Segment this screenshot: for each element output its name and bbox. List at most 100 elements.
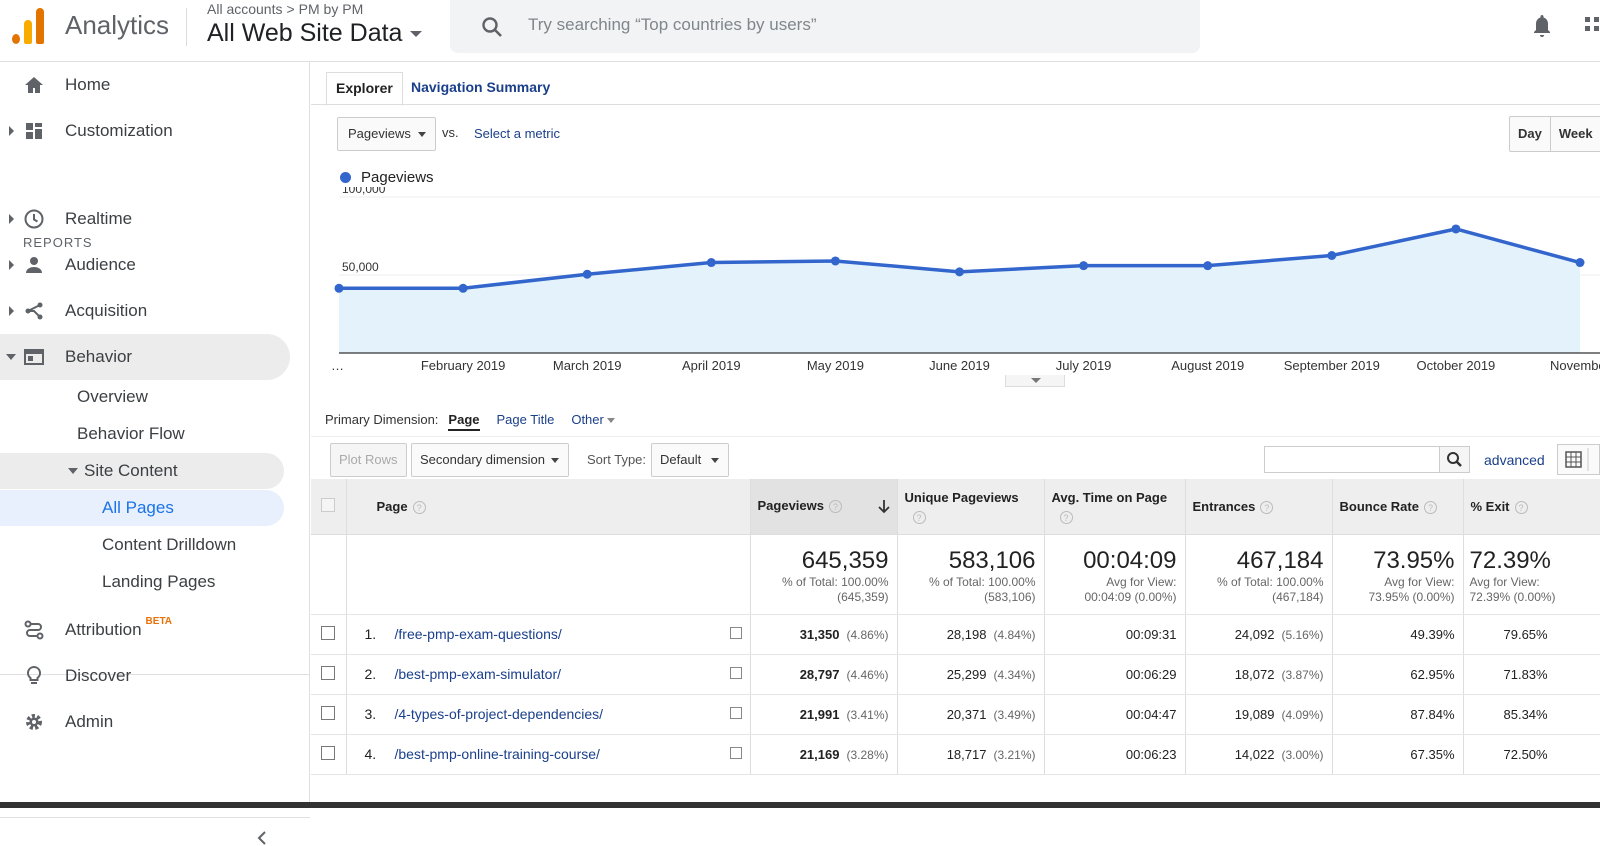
dimension-page-title[interactable]: Page Title <box>497 412 555 431</box>
table-row[interactable]: 4./best-pmp-online-training-course/21,16… <box>311 734 1600 774</box>
sidebar-item-audience[interactable]: Audience <box>0 242 290 288</box>
secondary-dimension-label: Secondary dimension <box>420 452 545 467</box>
help-icon[interactable]: ? <box>829 500 842 513</box>
row-checkbox[interactable] <box>321 626 335 640</box>
page-link[interactable]: /best-pmp-online-training-course/ <box>395 746 600 762</box>
analytics-logo[interactable] <box>12 8 46 44</box>
entrances-pct: (4.09%) <box>1281 708 1323 722</box>
row-checkbox[interactable] <box>321 666 335 680</box>
help-icon[interactable]: ? <box>913 511 926 524</box>
x-tick-label: August 2019 <box>1171 358 1244 373</box>
help-icon[interactable]: ? <box>1260 501 1273 514</box>
data-point[interactable] <box>335 284 344 293</box>
sort-descending-icon[interactable] <box>878 499 890 514</box>
sidebar-item-home[interactable]: Home <box>0 62 290 108</box>
dimension-other[interactable]: Other <box>571 412 615 431</box>
row-checkbox-cell <box>311 694 346 734</box>
chevron-left-icon[interactable] <box>255 830 269 846</box>
col-exit[interactable]: % Exit? <box>1463 479 1600 534</box>
breadcrumb-property[interactable]: PM by PM <box>299 1 364 17</box>
page-link[interactable]: /4-types-of-project-dependencies/ <box>395 706 604 722</box>
bounce-cell: 87.84% <box>1332 694 1463 734</box>
day-button[interactable]: Day <box>1510 117 1551 151</box>
total-sub: 00:04:09 (0.00%) <box>1053 590 1177 605</box>
sidebar-item-admin[interactable]: Admin <box>0 699 290 745</box>
data-point[interactable] <box>1576 258 1585 267</box>
select-all-checkbox[interactable] <box>321 498 335 512</box>
row-index: 4. <box>355 746 395 762</box>
apps-grid-icon[interactable] <box>1585 17 1600 35</box>
sidebar-item-behavior-flow[interactable]: Behavior Flow <box>77 416 185 452</box>
col-entrances[interactable]: Entrances? <box>1185 479 1332 534</box>
data-point[interactable] <box>1451 224 1460 233</box>
view-selector[interactable]: All Web Site Data <box>207 19 422 48</box>
col-page[interactable]: Page? <box>346 479 750 534</box>
dimension-page[interactable]: Page <box>448 412 479 431</box>
data-point[interactable] <box>459 284 468 293</box>
help-icon[interactable]: ? <box>1424 501 1437 514</box>
sidebar-item-all-pages[interactable]: All Pages <box>0 490 284 526</box>
entrances-cell: 24,092 (5.16%) <box>1185 614 1332 654</box>
exit-cell: 72.50% <box>1463 734 1600 774</box>
sidebar-item-landing-pages[interactable]: Landing Pages <box>102 564 215 600</box>
data-point[interactable] <box>1327 251 1336 260</box>
tab-explorer[interactable]: Explorer <box>326 72 403 106</box>
sidebar-item-overview[interactable]: Overview <box>77 379 148 415</box>
table-filter-input[interactable] <box>1264 446 1440 473</box>
secondary-dimension-dropdown[interactable]: Secondary dimension <box>411 443 569 477</box>
page-link[interactable]: /best-pmp-exam-simulator/ <box>395 666 562 682</box>
sidebar-item-customization[interactable]: Customization <box>0 108 290 154</box>
data-point[interactable] <box>831 256 840 265</box>
search-bar[interactable] <box>450 0 1200 53</box>
sort-type-dropdown[interactable]: Default <box>651 443 729 477</box>
open-external-icon[interactable] <box>730 747 742 759</box>
table-row[interactable]: 3./4-types-of-project-dependencies/21,99… <box>311 694 1600 734</box>
help-icon[interactable]: ? <box>1060 511 1073 524</box>
open-external-icon[interactable] <box>730 667 742 679</box>
help-icon[interactable]: ? <box>413 501 426 514</box>
tab-navigation-summary[interactable]: Navigation Summary <box>402 72 559 106</box>
help-icon[interactable]: ? <box>1515 501 1528 514</box>
search-input[interactable] <box>528 12 1128 38</box>
chart-resize-handle[interactable] <box>1005 375 1065 387</box>
col-avg-time[interactable]: Avg. Time on Page? <box>1044 479 1185 534</box>
col-pageviews[interactable]: Pageviews? <box>750 479 897 534</box>
col-unique-pageviews[interactable]: Unique Pageviews? <box>897 479 1044 534</box>
notifications-bell-icon[interactable] <box>1531 13 1553 39</box>
sidebar-item-realtime[interactable]: Realtime <box>0 196 290 242</box>
plot-rows-button[interactable]: Plot Rows <box>330 443 407 477</box>
sidebar-item-site-content[interactable]: Site Content <box>0 453 284 489</box>
select-metric-link[interactable]: Select a metric <box>474 126 560 141</box>
advanced-filter-link[interactable]: advanced <box>1484 452 1545 468</box>
week-button[interactable]: Week <box>1551 117 1600 151</box>
page-link[interactable]: /free-pmp-exam-questions/ <box>395 626 562 642</box>
open-external-icon[interactable] <box>730 627 742 639</box>
collapse-arrow-icon <box>68 468 78 474</box>
entrances-value: 24,092 <box>1235 627 1275 642</box>
sidebar-item-discover[interactable]: Discover <box>0 653 290 699</box>
sidebar-item-acquisition[interactable]: Acquisition <box>0 288 290 334</box>
sidebar-item-behavior[interactable]: Behavior <box>0 334 290 380</box>
entrances-pct: (5.16%) <box>1281 628 1323 642</box>
data-point[interactable] <box>1079 261 1088 270</box>
table-row[interactable]: 2./best-pmp-exam-simulator/28,797(4.46%)… <box>311 654 1600 694</box>
row-checkbox[interactable] <box>321 706 335 720</box>
col-bounce-rate[interactable]: Bounce Rate? <box>1332 479 1463 534</box>
breadcrumb-accounts[interactable]: All accounts <box>207 1 282 17</box>
breadcrumb[interactable]: All accounts>PM by PM <box>207 1 363 17</box>
header-divider <box>186 8 187 46</box>
data-point[interactable] <box>707 258 716 267</box>
row-checkbox[interactable] <box>321 746 335 760</box>
table-row[interactable]: 1./free-pmp-exam-questions/31,350(4.86%)… <box>311 614 1600 654</box>
sidebar-item-content-drilldown[interactable]: Content Drilldown <box>102 527 236 563</box>
unique-value: 25,299 <box>947 667 987 682</box>
metric-dropdown[interactable]: Pageviews <box>337 117 436 151</box>
data-point[interactable] <box>1203 261 1212 270</box>
open-external-icon[interactable] <box>730 707 742 719</box>
table-search-button[interactable] <box>1439 446 1470 473</box>
row-checkbox-cell <box>311 614 346 654</box>
data-point[interactable] <box>583 270 592 279</box>
table-view-toggle[interactable] <box>1557 444 1600 475</box>
data-point[interactable] <box>955 267 964 276</box>
